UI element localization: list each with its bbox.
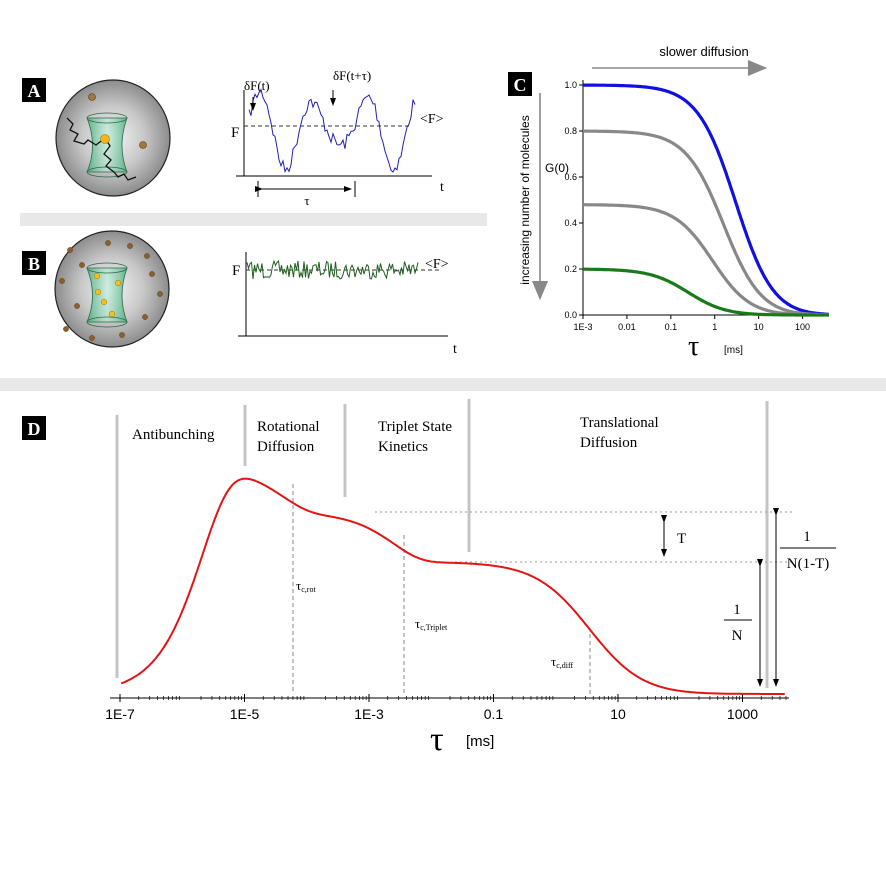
chart-c-series-1	[583, 129, 829, 317]
tau-diff-label: τc,diff	[551, 654, 574, 670]
chart-d-xtick-label: 1E-3	[354, 706, 384, 722]
molecule-outside-b-3	[157, 291, 163, 297]
chart-c-xtick-label: 10	[754, 322, 764, 332]
trace-a-t-label: t	[440, 180, 444, 195]
chart-c-xtick-label: 0.01	[618, 322, 636, 332]
inverse-n-denominator: N	[732, 628, 743, 644]
molecules-b	[59, 240, 163, 341]
autocorrelation-curve	[120, 477, 785, 695]
molecule-outside-b-11	[127, 243, 133, 249]
molecule-number-label: increasing number of molecules	[518, 115, 532, 284]
separator-band-ab	[20, 213, 487, 226]
cylinder-b-bottom-rim	[86, 316, 128, 328]
panel-d-badge	[22, 416, 46, 440]
panel-a-badge	[22, 78, 46, 102]
separator-band-cd	[0, 378, 886, 391]
detection-cylinder-b	[86, 267, 128, 323]
chart-d-xtick-label: 0.1	[484, 706, 504, 722]
region-antibunching: Antibunching	[132, 427, 215, 443]
molecule-outside-b-0	[67, 247, 73, 253]
molecule-outside-b-6	[63, 326, 69, 332]
trace-a-f-label: F	[231, 125, 239, 141]
chart-d-xtick-label: 1E-5	[230, 706, 260, 722]
chart-c-xtick-label: 1	[712, 322, 717, 332]
tau-interval-label: τ	[304, 193, 309, 208]
molecule-outside-b-7	[119, 332, 125, 338]
fluorescent-molecule	[100, 134, 110, 144]
inverse-n1t-numerator: 1	[803, 529, 811, 545]
molecule-inside-0	[94, 288, 102, 296]
molecule-outside-b-8	[89, 335, 95, 341]
trace-a-mean-label: <F>	[420, 112, 444, 127]
g0-label: G(0)	[545, 161, 569, 175]
panel-c-label: C	[514, 75, 527, 95]
chart-d-tau-symbol: τ	[430, 721, 444, 758]
molecule-outside-b-1	[144, 253, 150, 259]
panel-d: D Antibunching Rotational Diffusion Tripl…	[22, 399, 836, 758]
delta-f-t-label: δF(t)	[244, 78, 270, 93]
chart-c-series-0	[583, 83, 829, 316]
molecule-inside-2	[100, 298, 108, 306]
tau-triplet-label: τc,Triplet	[415, 616, 448, 632]
chart-d-x-unit: [ms]	[466, 733, 494, 750]
tau-rot-label: τc,rot	[296, 578, 316, 594]
chart-d-xtick-label: 1E-7	[105, 706, 135, 722]
chart-c-ytick-label: 1.0	[564, 80, 577, 90]
triplet-fraction-label: T	[677, 531, 686, 547]
trace-b-f-label: F	[232, 263, 240, 279]
molecule-outside-2	[139, 141, 147, 149]
inverse-n-numerator: 1	[733, 602, 741, 618]
chart-c-ytick-label: 0.8	[564, 126, 577, 136]
chart-c-xtick-label: 0.1	[665, 322, 678, 332]
panel-d-label: D	[28, 419, 41, 439]
molecule-outside-b-5	[142, 314, 148, 320]
molecule-outside-b-4	[74, 303, 80, 309]
molecule-outside-b-2	[59, 278, 65, 284]
region-translational-diffusion: Translational Diffusion	[580, 415, 659, 451]
panel-a: A F t <F> δF(t) δF(t+τ) τ	[22, 68, 444, 208]
molecule-inside-1	[114, 279, 122, 287]
chart-c-x-unit: [ms]	[724, 345, 743, 356]
chart-c-xtick-label: 1E-3	[573, 322, 592, 332]
fluorescence-trace-b	[246, 259, 419, 280]
molecule-inside-4	[93, 272, 101, 280]
panel-b: B F t <F>	[22, 230, 457, 357]
molecule-outside-b-12	[105, 240, 111, 246]
chart-c-ytick-label: 0.0	[564, 310, 577, 320]
chart-d-xtick-label: 10	[610, 706, 626, 722]
region-triplet-kinetics: Triplet State Kinetics	[378, 419, 452, 455]
chart-c-series-2	[583, 203, 829, 317]
chart-c-tau-symbol: τ	[688, 331, 699, 362]
slower-diffusion-label: slower diffusion	[659, 44, 748, 59]
inverse-n1t-denominator: N(1-T)	[787, 556, 829, 572]
trace-b-t-label: t	[453, 342, 457, 357]
molecule-outside-1	[88, 93, 96, 101]
panel-b-badge	[22, 251, 46, 275]
delta-f-ttau-label: δF(t+τ)	[333, 68, 371, 83]
chart-d-xtick-label: 1000	[727, 706, 758, 722]
molecule-outside-b-9	[79, 262, 85, 268]
molecule-outside-b-10	[149, 271, 155, 277]
fluorescence-trace-a	[248, 88, 416, 173]
cylinder-b-top-rim	[86, 262, 128, 274]
panel-c: C slower diffusion increasing number of …	[508, 44, 829, 362]
chart-c-ytick-label: 0.2	[564, 264, 577, 274]
molecule-inside-3	[108, 310, 116, 318]
panel-c-badge	[508, 72, 532, 96]
chart-c-ytick-label: 0.6	[564, 172, 577, 182]
panel-b-label: B	[28, 254, 40, 274]
chart-c-series-3	[583, 267, 829, 317]
cylinder-top-rim	[86, 112, 128, 124]
panel-a-label: A	[28, 81, 41, 101]
chart-c-xtick-label: 100	[795, 322, 810, 332]
chart-c-ytick-label: 0.4	[564, 218, 577, 228]
region-rotational-diffusion: Rotational Diffusion	[257, 419, 320, 455]
trace-b-mean-label: <F>	[425, 257, 449, 272]
